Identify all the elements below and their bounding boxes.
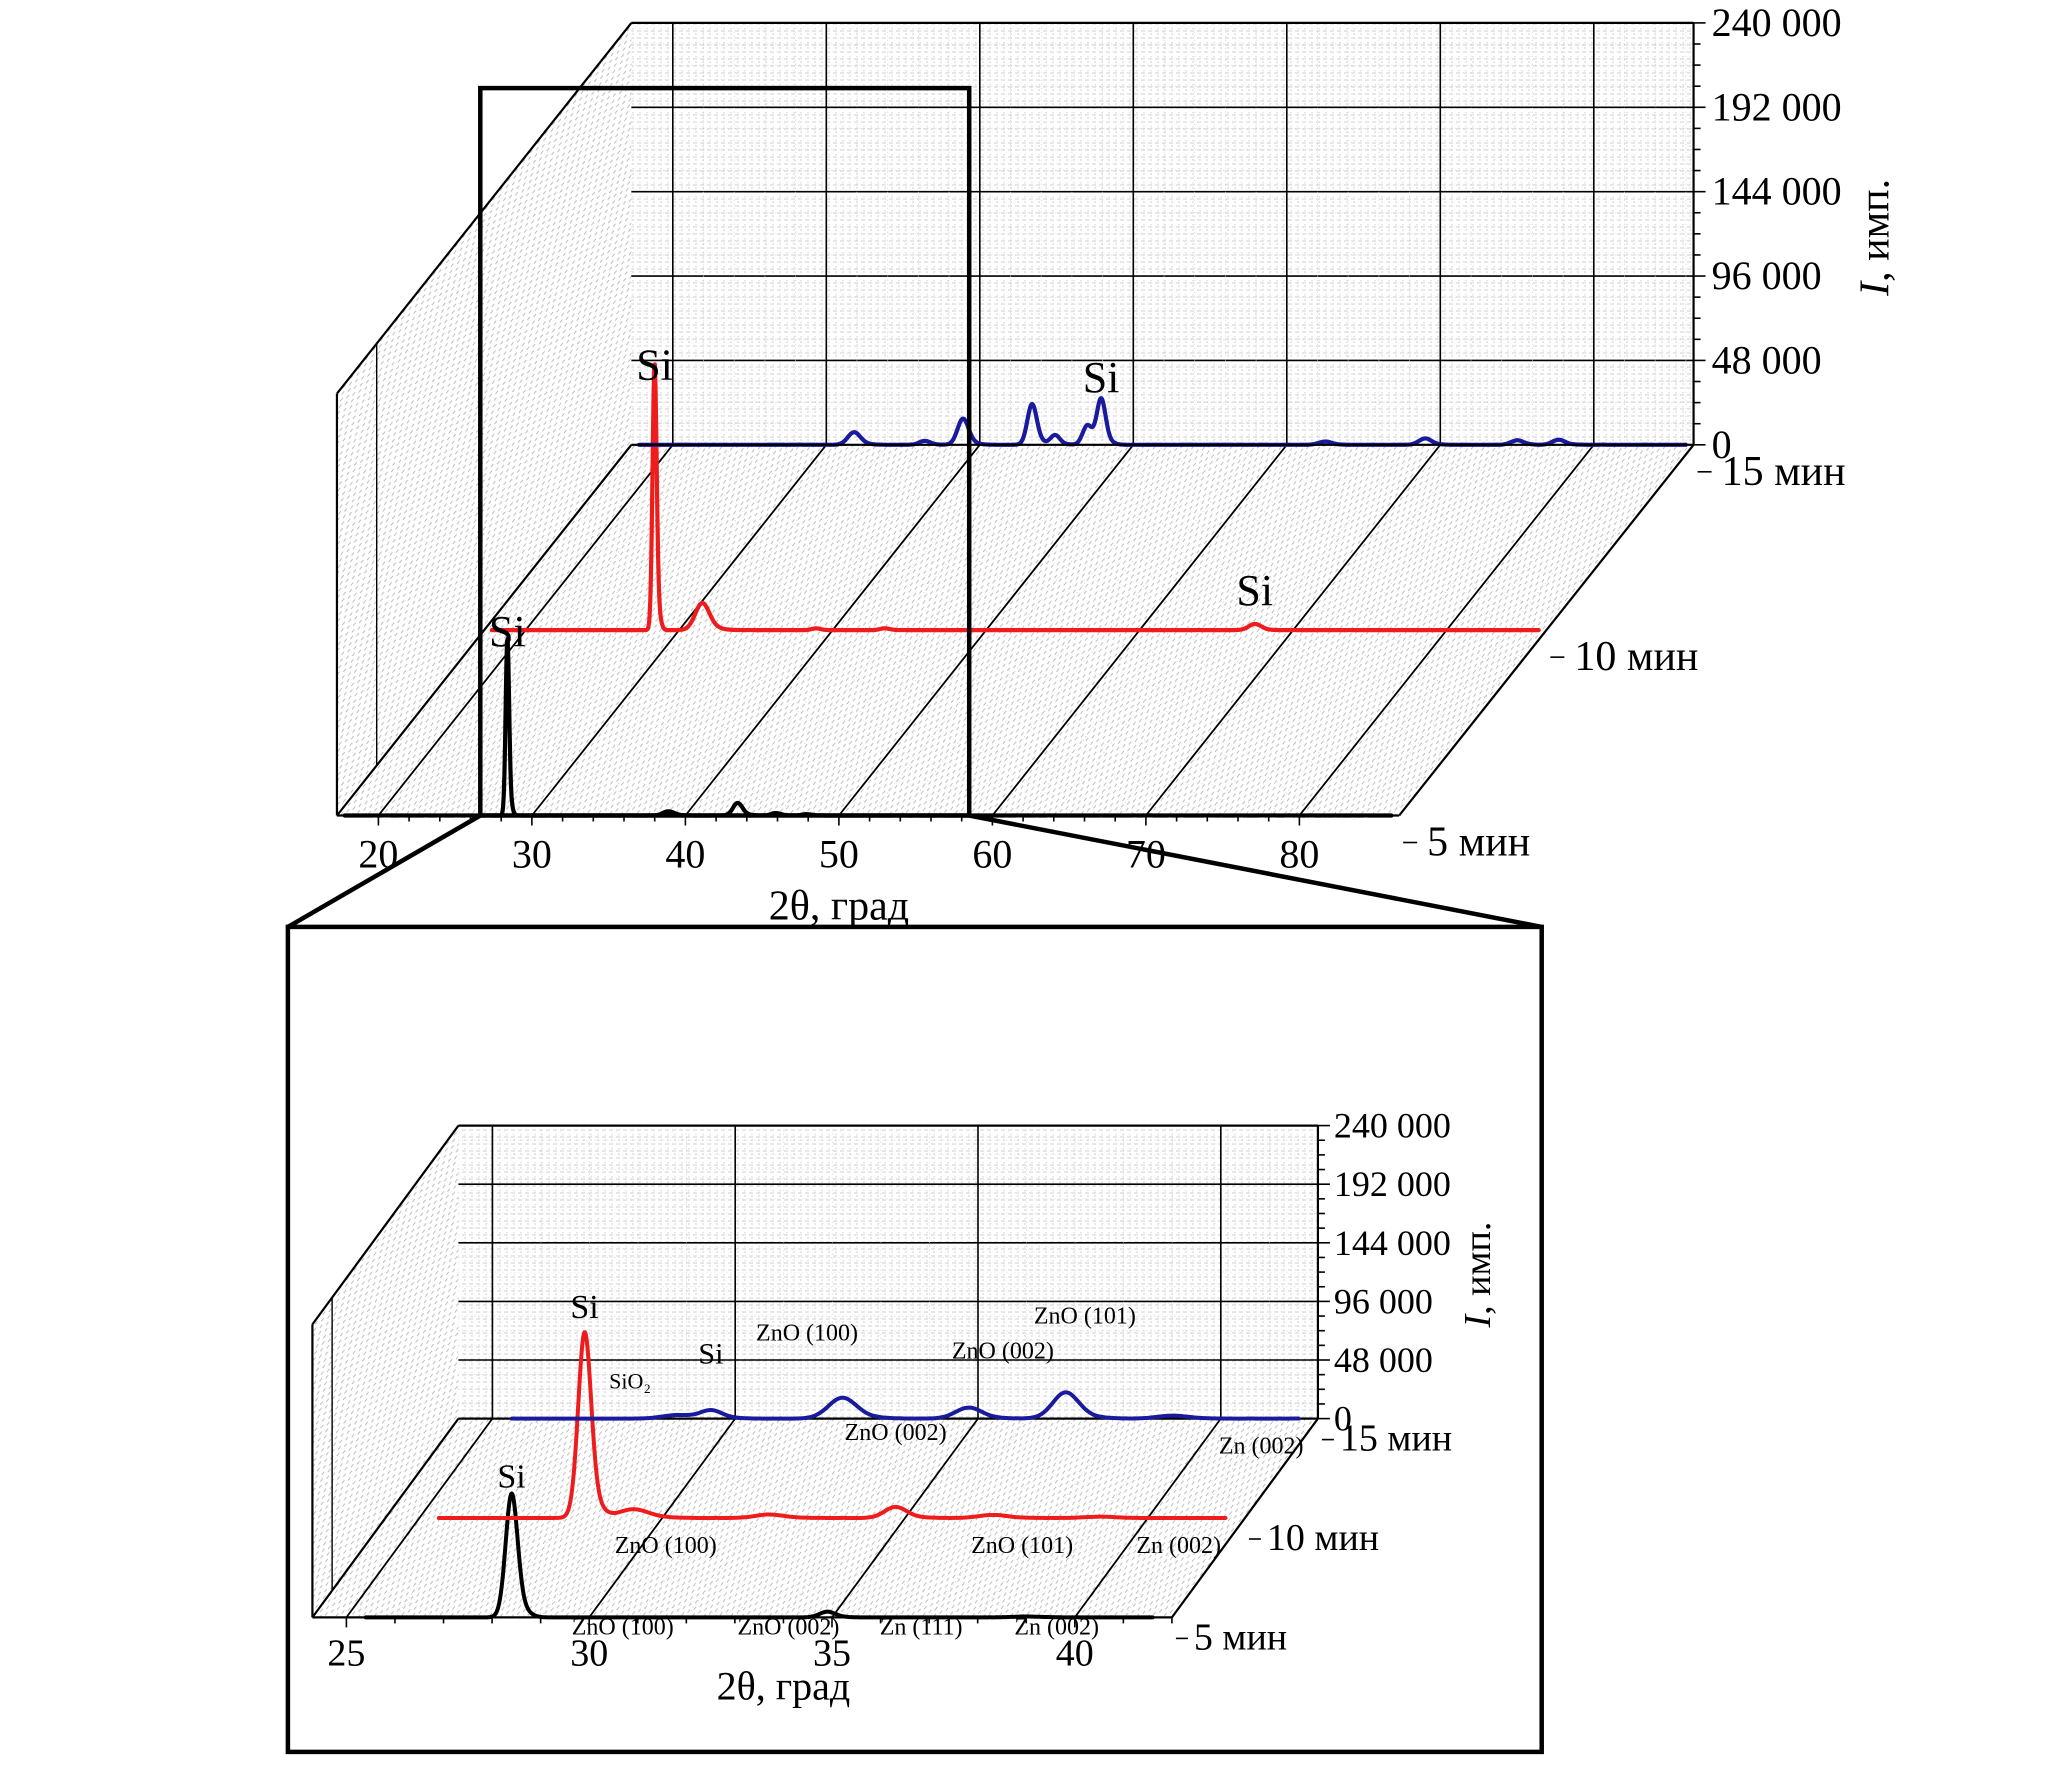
svg-text:5 мин: 5 мин xyxy=(1427,820,1530,866)
svg-text:2θ, град: 2θ, град xyxy=(717,1663,851,1708)
svg-text:Si: Si xyxy=(570,1289,598,1326)
svg-text:48 000: 48 000 xyxy=(1712,337,1822,382)
svg-text:ZnO (002): ZnO (002) xyxy=(952,1339,1054,1365)
svg-text:240 000: 240 000 xyxy=(1334,1106,1451,1146)
svg-text:15 мин: 15 мин xyxy=(1340,1418,1452,1460)
svg-text:Si: Si xyxy=(497,1458,525,1495)
svg-text:0: 0 xyxy=(1712,422,1732,467)
svg-text:ZnO (002): ZnO (002) xyxy=(845,1420,947,1446)
svg-text:10 мин: 10 мин xyxy=(1574,634,1698,680)
svg-text:40: 40 xyxy=(1056,1632,1094,1674)
svg-text:25: 25 xyxy=(327,1632,365,1674)
svg-text:I, имп.: I, имп. xyxy=(1853,179,1899,297)
svg-text:Si: Si xyxy=(1083,353,1120,402)
svg-text:144 000: 144 000 xyxy=(1712,169,1842,214)
svg-text:40: 40 xyxy=(665,832,705,877)
svg-text:ZnO (100): ZnO (100) xyxy=(615,1533,717,1559)
svg-text:ZnO (101): ZnO (101) xyxy=(971,1533,1073,1559)
svg-text:96 000: 96 000 xyxy=(1712,253,1822,298)
svg-text:80: 80 xyxy=(1279,832,1319,877)
svg-text:I, имп.: I, имп. xyxy=(1457,1222,1499,1329)
svg-text:15 мин: 15 мин xyxy=(1722,449,1846,495)
svg-text:30: 30 xyxy=(512,832,552,877)
svg-text:192 000: 192 000 xyxy=(1712,84,1842,129)
svg-text:2θ, град: 2θ, град xyxy=(769,884,909,930)
svg-text:144 000: 144 000 xyxy=(1334,1223,1451,1263)
svg-text:ZnO (100): ZnO (100) xyxy=(756,1321,858,1347)
svg-text:Zn (002): Zn (002) xyxy=(1219,1434,1304,1460)
svg-text:5 мин: 5 мин xyxy=(1194,1616,1287,1658)
svg-text:Zn (002): Zn (002) xyxy=(1136,1533,1221,1559)
svg-text:20: 20 xyxy=(358,832,398,877)
svg-text:240 000: 240 000 xyxy=(1712,0,1842,45)
svg-text:10 мин: 10 мин xyxy=(1267,1517,1379,1559)
svg-text:Si: Si xyxy=(636,341,673,390)
svg-text:96 000: 96 000 xyxy=(1334,1281,1433,1321)
svg-text:Si: Si xyxy=(489,607,526,656)
svg-text:ZnO (101): ZnO (101) xyxy=(1034,1304,1136,1330)
svg-text:30: 30 xyxy=(570,1632,608,1674)
svg-text:Si: Si xyxy=(698,1338,723,1371)
svg-text:SiO₂: SiO₂ xyxy=(609,1369,651,1394)
svg-text:Zn (111): Zn (111) xyxy=(880,1614,963,1640)
svg-text:192 000: 192 000 xyxy=(1334,1164,1451,1204)
svg-text:48 000: 48 000 xyxy=(1334,1340,1433,1380)
svg-text:60: 60 xyxy=(972,832,1012,877)
svg-text:Si: Si xyxy=(1236,566,1273,615)
svg-text:50: 50 xyxy=(819,832,859,877)
svg-text:0: 0 xyxy=(1334,1399,1352,1439)
